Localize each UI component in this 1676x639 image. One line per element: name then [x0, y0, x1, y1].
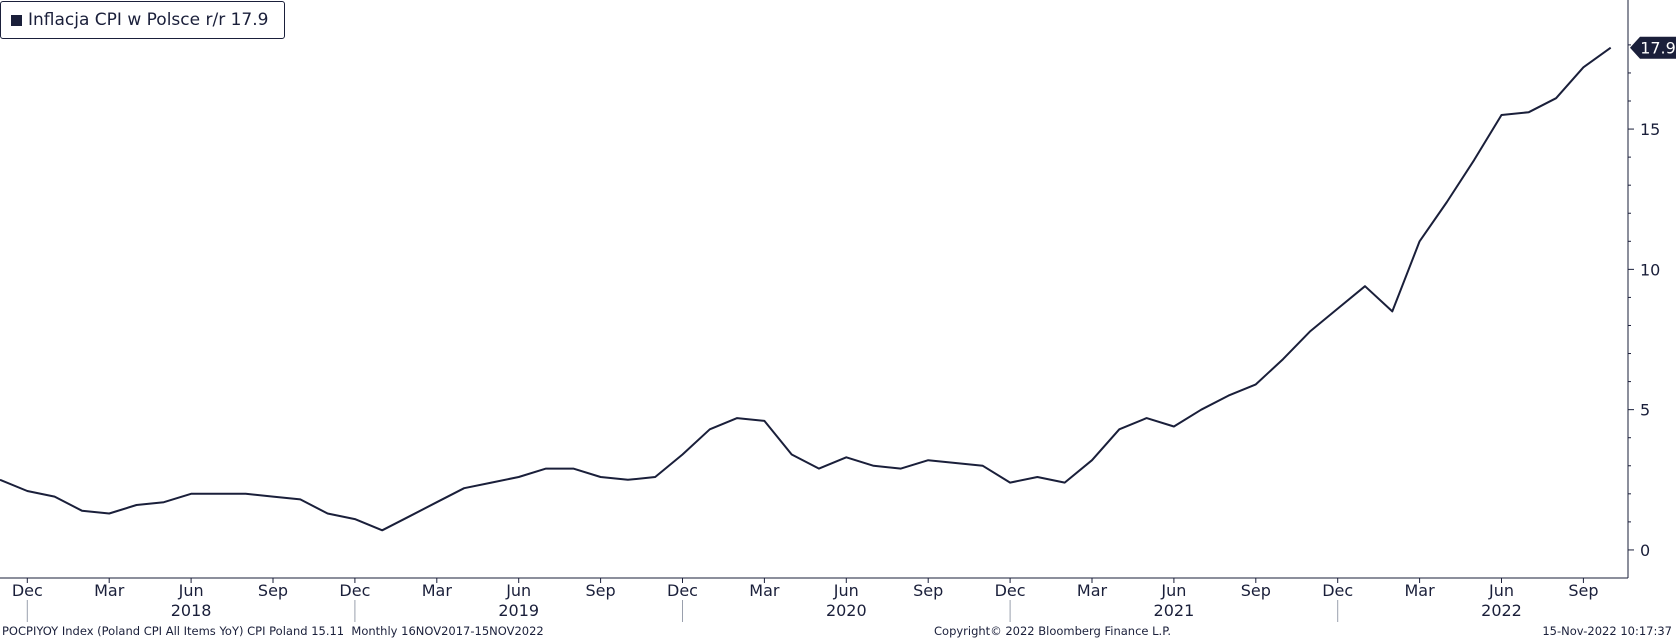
y-tick-label: 15	[1640, 120, 1660, 139]
legend-value: 17.9	[230, 10, 269, 30]
legend-swatch	[11, 14, 22, 26]
x-tick-label: Sep	[1568, 581, 1598, 600]
last-value-badge: 17.9	[1630, 36, 1676, 59]
last-value-badge-shape	[1630, 36, 1676, 59]
y-tick-label: 10	[1640, 260, 1660, 279]
series-line-cpi	[0, 46, 1612, 532]
x-year-label: 2019	[498, 601, 539, 620]
x-tick-label: Sep	[913, 581, 943, 600]
x-tick-label: Mar	[422, 581, 453, 600]
x-tick-label: Jun	[833, 581, 859, 600]
x-tick-label: Jun	[1160, 581, 1186, 600]
y-tick-label: 0	[1640, 541, 1650, 560]
x-tick-label: Jun	[505, 581, 531, 600]
last-value-badge-label: 17.9	[1640, 39, 1676, 58]
x-tick-label: Dec	[12, 581, 43, 600]
x-tick-label: Dec	[995, 581, 1026, 600]
footer-timestamp: 15-Nov-2022 10:17:37	[1542, 624, 1672, 638]
x-tick-label: Mar	[1405, 581, 1436, 600]
x-tick-label: Mar	[1077, 581, 1108, 600]
x-year-label: 2021	[1154, 601, 1195, 620]
footer-copyright: Copyright© 2022 Bloomberg Finance L.P.	[934, 624, 1171, 638]
y-axis: 0 5 10 15	[1627, 0, 1660, 578]
x-tick-label: Mar	[749, 581, 780, 600]
x-year-label: 2022	[1481, 601, 1522, 620]
legend-label: Inflacja CPI w Polsce r/r	[28, 10, 226, 30]
x-tick-label: Dec	[1322, 581, 1353, 600]
x-tick-label: Dec	[339, 581, 370, 600]
footer-ticker-info: POCPIYOY Index (Poland CPI All Items YoY…	[2, 624, 544, 638]
x-tick-label: Dec	[667, 581, 698, 600]
x-year-label: 2020	[826, 601, 867, 620]
x-tick-label: Jun	[178, 581, 204, 600]
x-year-label: 2018	[171, 601, 212, 620]
x-tick-label: Sep	[586, 581, 616, 600]
legend-box: Inflacja CPI w Polsce r/r 17.9	[0, 1, 285, 39]
x-tick-label: Sep	[258, 581, 288, 600]
x-tick-label: Mar	[94, 581, 125, 600]
x-axis: Dec Mar Jun Sep Dec Mar Jun Sep Dec Mar Jun Sep Dec M…	[0, 577, 1628, 622]
x-tick-label: Jun	[1488, 581, 1514, 600]
legend-text: Inflacja CPI w Polsce r/r 17.9	[28, 10, 268, 30]
x-tick-label: Sep	[1241, 581, 1271, 600]
series	[0, 46, 1612, 532]
y-tick-label: 5	[1640, 401, 1650, 420]
